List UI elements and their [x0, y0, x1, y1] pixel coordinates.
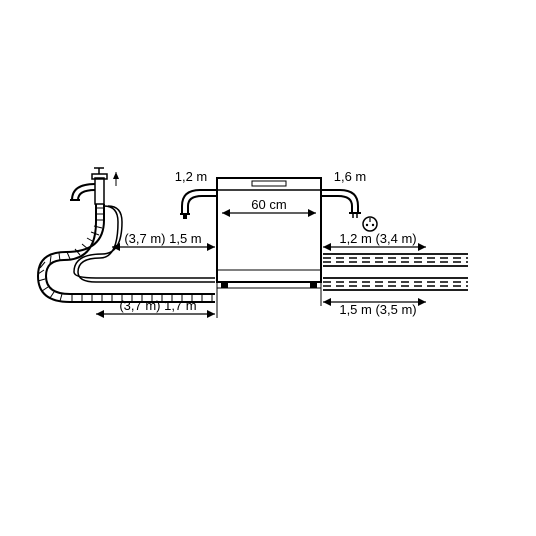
right-lower-hose — [323, 278, 468, 290]
tap-icon — [70, 168, 119, 204]
right-top-hose: 1,6 m — [321, 169, 377, 231]
right-upper-dimension: 1,2 m (3,4 m) — [323, 231, 426, 251]
left-top-hose: 1,2 m — [175, 169, 217, 219]
label-top-left: 1,2 m — [175, 169, 208, 184]
right-upper-hose — [323, 254, 468, 266]
connection-diagram: 60 cm 1,2 m 1,6 m — [0, 0, 536, 536]
label-top-right: 1,6 m — [334, 169, 367, 184]
left-corrugated-hose — [38, 204, 215, 302]
label-right-lower: 1,5 m (3,5 m) — [339, 302, 416, 317]
left-upper-dimension: (3,7 m) 1,5 m — [112, 231, 215, 251]
label-left-upper: (3,7 m) 1,5 m — [124, 231, 201, 246]
right-lower-dimension: 1,5 m (3,5 m) — [323, 298, 426, 317]
appliance — [217, 178, 321, 288]
label-right-upper: 1,2 m (3,4 m) — [339, 231, 416, 246]
width-label: 60 cm — [251, 197, 286, 212]
label-left-lower: (3,7 m) 1,7 m — [119, 298, 196, 313]
width-dimension: 60 cm — [222, 197, 316, 217]
